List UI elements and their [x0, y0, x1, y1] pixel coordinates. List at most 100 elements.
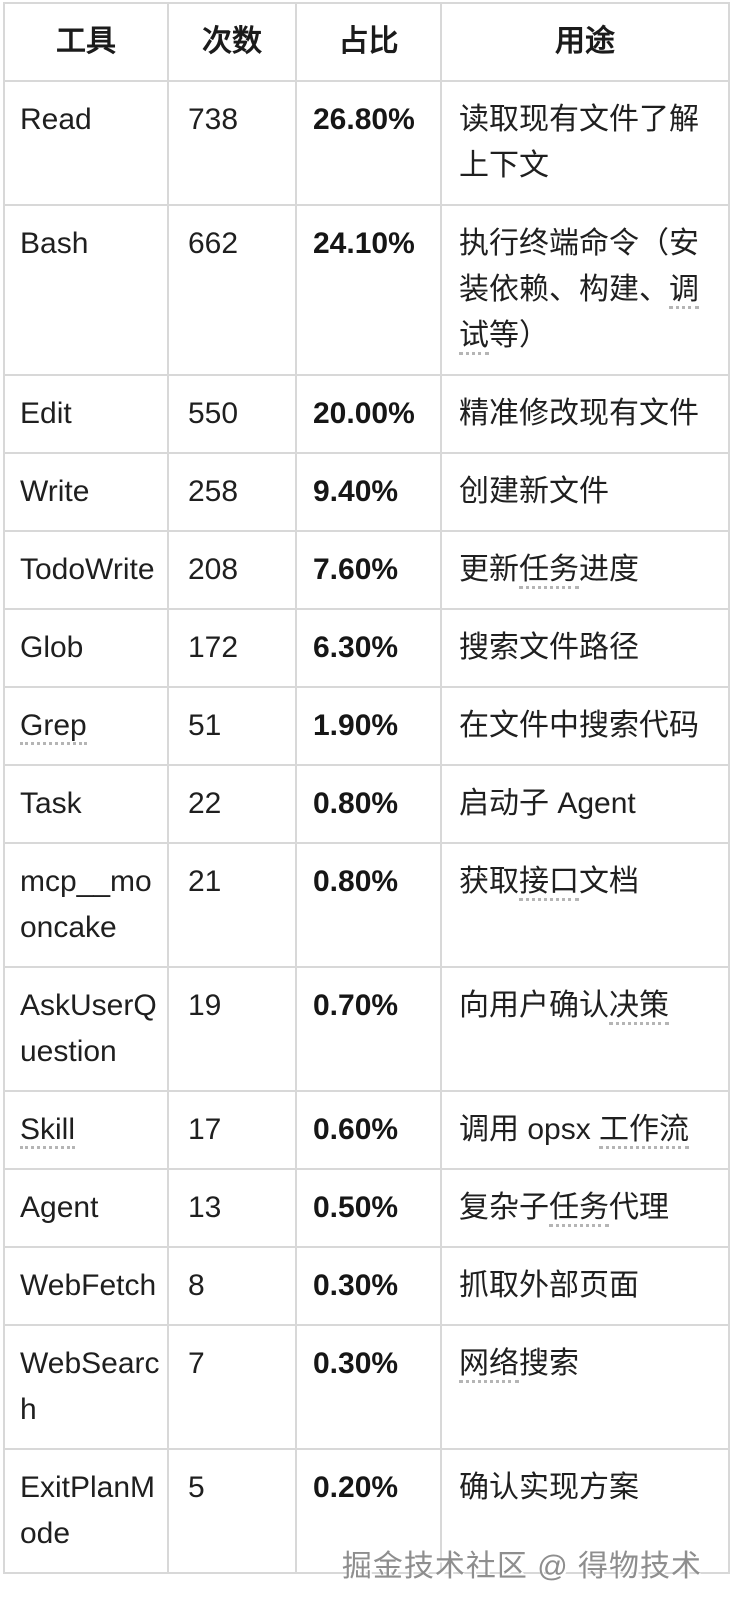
usage-text-underlined: 接口: [519, 865, 579, 901]
table-row: WebSearch 7 0.30% 网络搜索: [3, 1324, 730, 1450]
usage-cell: 复杂子任务代理: [440, 1168, 730, 1248]
usage-cell: 更新任务进度: [440, 530, 730, 610]
tool-name: mcp__mooncake: [20, 865, 152, 944]
tool-name-cell: Skill: [3, 1090, 169, 1170]
table-row: Bash 662 24.10% 执行终端命令（安装依赖、构建、调试等）: [3, 204, 730, 376]
usage-text-underlined: 工作流: [599, 1113, 690, 1149]
tool-name-cell: Write: [3, 452, 169, 532]
percent-cell: 0.30%: [295, 1324, 442, 1450]
tool-name-cell: Bash: [3, 204, 169, 376]
count-cell: 8: [167, 1246, 297, 1326]
usage-cell: 网络搜索: [440, 1324, 730, 1450]
tool-name-cell: Edit: [3, 374, 169, 454]
usage-text: 执行终端命令（安装依赖、构建、: [459, 227, 699, 306]
usage-cell: 读取现有文件了解上下文: [440, 80, 730, 206]
usage-cell: 启动子 Agent: [440, 764, 730, 844]
table-row: Task 22 0.80% 启动子 Agent: [3, 764, 730, 844]
table-row: TodoWrite 208 7.60% 更新任务进度: [3, 530, 730, 610]
usage-cell: 在文件中搜索代码: [440, 686, 730, 766]
tool-name: WebSearch: [20, 1347, 160, 1426]
usage-text: 获取: [459, 865, 519, 898]
usage-text: 搜索: [519, 1347, 579, 1380]
usage-text: 在文件中搜索代码: [459, 709, 699, 742]
table-row: Skill 17 0.60% 调用 opsx 工作流: [3, 1090, 730, 1170]
usage-text-underlined: 决策: [609, 989, 669, 1025]
usage-text: 代理: [609, 1191, 669, 1224]
usage-text: 进度: [579, 553, 639, 586]
usage-text: 文档: [579, 865, 639, 898]
table-row: AskUserQuestion 19 0.70% 向用户确认决策: [3, 966, 730, 1092]
header-usage: 用途: [440, 2, 730, 82]
count-cell: 550: [167, 374, 297, 454]
usage-cell: 确认实现方案: [440, 1448, 730, 1574]
usage-text: 调用 opsx: [459, 1113, 600, 1146]
tool-usage-table: 工具 次数 占比 用途 Read 738 26.80% 读取现有文件了解上下文 Bash…: [3, 2, 730, 1574]
tool-name-cell: WebSearch: [3, 1324, 169, 1450]
tool-name: Grep: [20, 709, 87, 745]
count-cell: 51: [167, 686, 297, 766]
count-cell: 17: [167, 1090, 297, 1170]
percent-cell: 7.60%: [295, 530, 442, 610]
usage-cell: 执行终端命令（安装依赖、构建、调试等）: [440, 204, 730, 376]
table-body: Read 738 26.80% 读取现有文件了解上下文 Bash 662 24.10% 执行终…: [3, 80, 730, 1574]
tool-name-cell: Read: [3, 80, 169, 206]
tool-name: Skill: [20, 1113, 76, 1149]
tool-name: Agent: [20, 1191, 99, 1224]
tool-name: Read: [20, 103, 92, 136]
tool-name: Glob: [20, 631, 84, 664]
percent-cell: 0.70%: [295, 966, 442, 1092]
count-cell: 22: [167, 764, 297, 844]
table-row: mcp__mooncake 21 0.80% 获取接口文档: [3, 842, 730, 968]
usage-cell: 创建新文件: [440, 452, 730, 532]
count-cell: 21: [167, 842, 297, 968]
usage-text-underlined: 网络: [459, 1347, 519, 1383]
percent-cell: 1.90%: [295, 686, 442, 766]
usage-cell: 向用户确认决策: [440, 966, 730, 1092]
count-cell: 662: [167, 204, 297, 376]
usage-text: 精准修改现有文件: [459, 397, 699, 430]
tool-name-cell: Glob: [3, 608, 169, 688]
tool-name: Task: [20, 787, 82, 820]
tool-name: WebFetch: [20, 1269, 157, 1302]
usage-cell: 调用 opsx 工作流: [440, 1090, 730, 1170]
count-cell: 5: [167, 1448, 297, 1574]
percent-cell: 6.30%: [295, 608, 442, 688]
header-row: 工具 次数 占比 用途: [3, 2, 730, 82]
tool-name-cell: mcp__mooncake: [3, 842, 169, 968]
table-row: Edit 550 20.00% 精准修改现有文件: [3, 374, 730, 454]
table-row: ExitPlanMode 5 0.20% 确认实现方案: [3, 1448, 730, 1574]
tool-name: ExitPlanMode: [20, 1471, 156, 1550]
table-row: Read 738 26.80% 读取现有文件了解上下文: [3, 80, 730, 206]
tool-name-cell: WebFetch: [3, 1246, 169, 1326]
count-cell: 172: [167, 608, 297, 688]
header-tool: 工具: [3, 2, 169, 82]
usage-cell: 精准修改现有文件: [440, 374, 730, 454]
tool-name-cell: Grep: [3, 686, 169, 766]
usage-cell: 抓取外部页面: [440, 1246, 730, 1326]
count-cell: 258: [167, 452, 297, 532]
count-cell: 208: [167, 530, 297, 610]
percent-cell: 0.30%: [295, 1246, 442, 1326]
usage-text: 创建新文件: [459, 475, 609, 508]
table-row: Grep 51 1.90% 在文件中搜索代码: [3, 686, 730, 766]
usage-text: 读取现有文件了解上下文: [459, 103, 699, 182]
tool-name-cell: Task: [3, 764, 169, 844]
tool-name-cell: Agent: [3, 1168, 169, 1248]
table-row: Agent 13 0.50% 复杂子任务代理: [3, 1168, 730, 1248]
tool-name: Edit: [20, 397, 72, 430]
count-cell: 19: [167, 966, 297, 1092]
percent-cell: 0.20%: [295, 1448, 442, 1574]
usage-text: 复杂子: [459, 1191, 549, 1224]
tool-name: TodoWrite: [20, 553, 155, 586]
table-row: Glob 172 6.30% 搜索文件路径: [3, 608, 730, 688]
usage-text-underlined: 任务: [519, 553, 579, 589]
usage-text: 等）: [489, 319, 549, 352]
percent-cell: 0.80%: [295, 764, 442, 844]
usage-cell: 搜索文件路径: [440, 608, 730, 688]
percent-cell: 9.40%: [295, 452, 442, 532]
tool-name: Bash: [20, 227, 89, 260]
count-cell: 7: [167, 1324, 297, 1450]
header-count: 次数: [167, 2, 297, 82]
tool-name: Write: [20, 475, 90, 508]
